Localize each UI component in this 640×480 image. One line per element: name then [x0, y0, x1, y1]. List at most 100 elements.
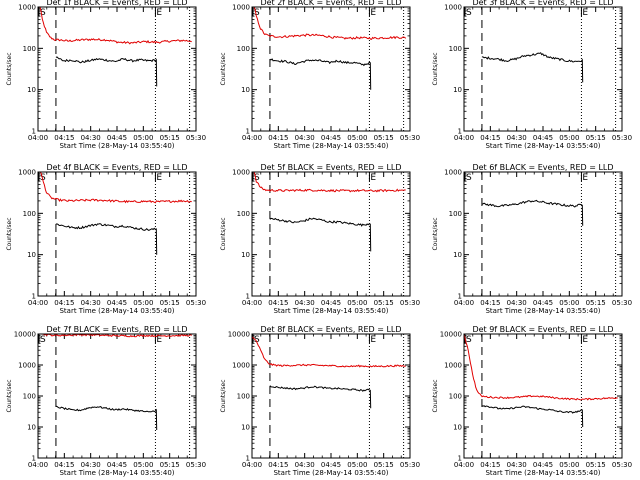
x-axis-label: Start Time (28-May-14 03:55:40) [59, 469, 174, 477]
panel-title: Det 4f BLACK = Events, RED = LLD [46, 163, 187, 172]
y-axis-label: Counts/sec [220, 379, 227, 412]
x-axis-label: Start Time (28-May-14 03:55:40) [59, 142, 174, 150]
x-tick-label: 04:00 [28, 134, 48, 142]
events-series-line [55, 223, 158, 255]
x-tick-label: 05:15 [160, 461, 180, 469]
x-tick-label: 04:00 [454, 134, 474, 142]
plot-frame [251, 171, 411, 297]
x-tick-label: 04:15 [268, 299, 288, 307]
x-axis-label: Start Time (28-May-14 03:55:40) [485, 142, 600, 150]
x-tick-label: 04:30 [295, 461, 315, 469]
x-tick-label: 05:15 [374, 461, 394, 469]
s-marker-label: S [466, 173, 472, 183]
x-axis-label: Start Time (28-May-14 03:55:40) [273, 142, 388, 150]
x-tick-label: 05:15 [586, 461, 606, 469]
s-marker-label: S [466, 335, 472, 345]
x-tick-label: 05:00 [559, 134, 579, 142]
e-marker-label: E [156, 335, 162, 345]
lld-series-line [38, 334, 192, 338]
x-tick-label: 04:30 [81, 299, 101, 307]
y-axis-label: Counts/sec [432, 52, 439, 85]
lld-series-line [38, 172, 192, 204]
x-tick-label: 04:15 [54, 299, 74, 307]
x-tick-label: 04:00 [242, 134, 262, 142]
y-axis-label: Counts/sec [6, 52, 13, 85]
y-tick-label: 1000 [232, 169, 250, 177]
y-tick-label: 10 [241, 251, 250, 259]
x-tick-label: 04:00 [242, 299, 262, 307]
y-tick-label: 100 [237, 393, 250, 401]
panel-title: Det 3f BLACK = Events, RED = LLD [472, 0, 613, 7]
x-tick-label: 04:15 [54, 134, 74, 142]
x-tick-label: 05:30 [186, 299, 206, 307]
x-axis-label: Start Time (28-May-14 03:55:40) [273, 307, 388, 315]
e-marker-label: E [370, 335, 376, 345]
events-series-line [481, 199, 584, 226]
y-axis-label: Counts/sec [6, 379, 13, 412]
s-marker-label: S [254, 8, 260, 18]
y-tick-label: 1 [32, 293, 36, 301]
panel-title: Det 6f BLACK = Events, RED = LLD [472, 163, 613, 172]
x-tick-label: 04:30 [507, 461, 527, 469]
panel-det-8: Det 8f BLACK = Events, RED = LLD Counts/s… [220, 325, 420, 477]
panel-title: Det 7f BLACK = Events, RED = LLD [46, 325, 187, 334]
x-tick-label: 05:15 [374, 134, 394, 142]
y-tick-label: 100 [23, 45, 36, 53]
y-axis-label: Counts/sec [6, 217, 13, 250]
x-tick-label: 04:30 [81, 134, 101, 142]
y-tick-label: 10 [453, 251, 462, 259]
s-marker-label: S [40, 173, 46, 183]
x-tick-label: 05:30 [612, 299, 632, 307]
x-axis-label: Start Time (28-May-14 03:55:40) [59, 307, 174, 315]
plot-frame [463, 6, 623, 132]
y-tick-label: 1 [458, 455, 462, 463]
x-tick-label: 04:00 [454, 461, 474, 469]
lld-series-line [252, 336, 406, 368]
lld-series-line [252, 172, 406, 193]
x-tick-label: 05:00 [347, 134, 367, 142]
x-tick-label: 04:15 [480, 134, 500, 142]
x-tick-label: 05:00 [559, 299, 579, 307]
x-tick-label: 05:30 [612, 134, 632, 142]
x-tick-label: 05:30 [186, 134, 206, 142]
x-axis-label: Start Time (28-May-14 03:55:40) [485, 307, 600, 315]
x-tick-label: 05:15 [586, 299, 606, 307]
x-tick-label: 04:30 [295, 299, 315, 307]
x-tick-label: 04:30 [507, 134, 527, 142]
x-tick-label: 04:30 [507, 299, 527, 307]
y-tick-label: 100 [23, 210, 36, 218]
e-marker-label: E [370, 8, 376, 18]
x-tick-label: 05:15 [586, 134, 606, 142]
y-axis-label: Counts/sec [220, 52, 227, 85]
s-marker-label: S [254, 335, 260, 345]
lld-series-line [252, 7, 407, 40]
lld-series-line [38, 7, 192, 45]
x-tick-label: 05:00 [133, 299, 153, 307]
x-tick-label: 04:45 [107, 461, 127, 469]
y-tick-label: 1000 [18, 169, 36, 177]
x-tick-label: 04:00 [242, 461, 262, 469]
e-marker-label: E [582, 8, 588, 18]
y-tick-label: 10 [453, 424, 462, 432]
x-tick-label: 05:30 [400, 461, 420, 469]
events-series-line [269, 217, 372, 252]
x-tick-label: 04:45 [533, 461, 553, 469]
y-tick-label: 100 [237, 210, 250, 218]
x-tick-label: 05:00 [559, 461, 579, 469]
plot-frame [251, 6, 411, 132]
y-tick-label: 1 [32, 128, 36, 136]
y-tick-label: 10000 [440, 331, 462, 339]
y-tick-label: 100 [449, 393, 462, 401]
x-tick-label: 04:45 [321, 134, 341, 142]
y-tick-label: 10 [241, 86, 250, 94]
x-tick-label: 04:15 [480, 461, 500, 469]
plot-frame [463, 171, 623, 297]
plot-frame [463, 333, 623, 459]
e-marker-label: E [582, 173, 588, 183]
x-tick-label: 05:30 [186, 461, 206, 469]
x-tick-label: 04:00 [28, 461, 48, 469]
x-tick-label: 04:45 [533, 299, 553, 307]
e-marker-label: E [156, 8, 162, 18]
y-tick-label: 10 [27, 251, 36, 259]
